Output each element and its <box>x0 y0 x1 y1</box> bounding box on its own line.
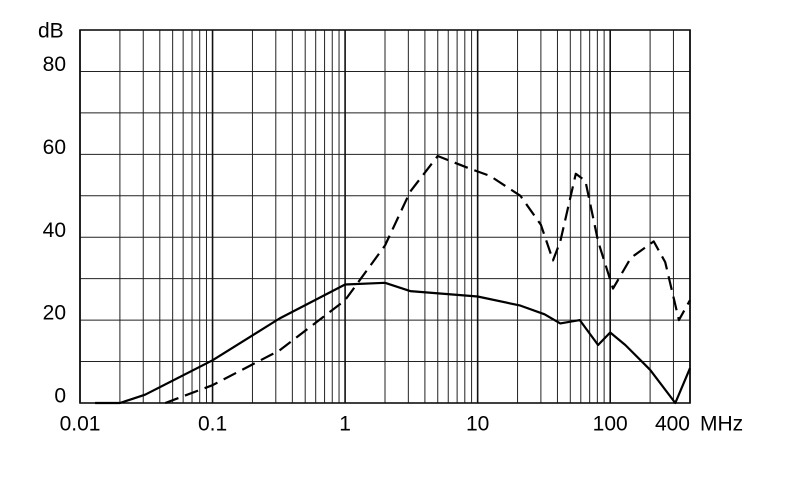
x-tick-label: 10 <box>466 413 489 436</box>
y-tick-label: 40 <box>43 219 66 242</box>
x-axis-label: MHz <box>700 413 743 436</box>
x-tick-label: 100 <box>593 413 628 436</box>
y-tick-label: 60 <box>43 136 66 159</box>
x-tick-label: 1 <box>339 413 351 436</box>
y-tick-label: 20 <box>43 302 66 325</box>
data-line <box>95 281 692 405</box>
y-tick-label: 80 <box>43 53 66 76</box>
x-tick-label: 0.1 <box>198 413 227 436</box>
x-tick-label: 0.01 <box>60 413 101 436</box>
data-line <box>164 154 691 405</box>
plot-frame <box>79 29 691 404</box>
y-tick-label: 0 <box>54 385 66 408</box>
y-axis-label: dB <box>38 20 64 43</box>
x-tick-label: 400 <box>655 413 690 436</box>
